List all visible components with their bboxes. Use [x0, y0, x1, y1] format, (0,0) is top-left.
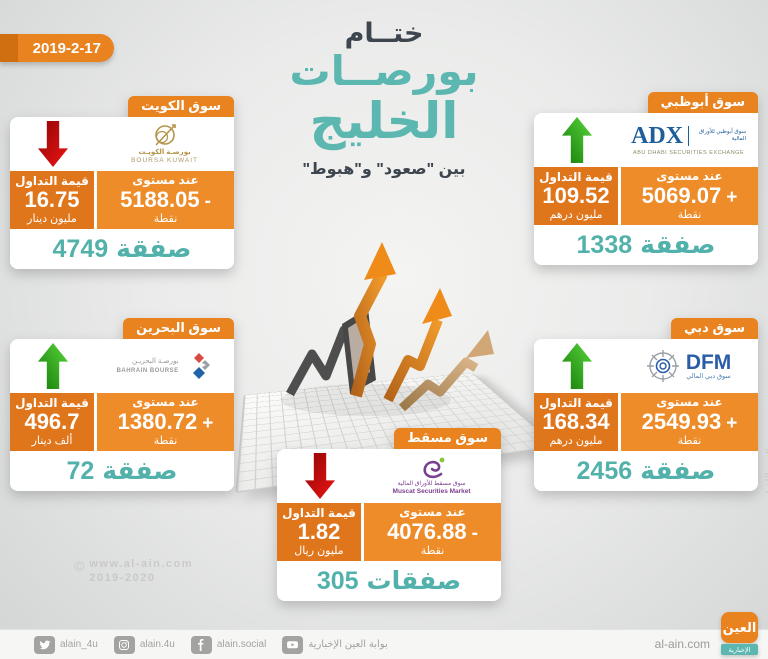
down-arrow-icon [37, 121, 68, 167]
level-block: عند مستوى 2549.93 + نقطة [620, 393, 758, 451]
trade-value: 109.52 [542, 183, 610, 209]
down-arrow-icon [304, 453, 335, 499]
up-arrow-icon [561, 117, 592, 163]
level-value: 5188.05 [120, 187, 200, 213]
social-facebook[interactable]: alain.social [190, 635, 266, 654]
level-value: 5069.07 [641, 183, 722, 209]
date-badge: 2019-2-17 [0, 34, 114, 62]
trade-value: 16.75 [24, 187, 80, 213]
title-subtitle: بين "صعود" و"هبوط" [302, 161, 466, 179]
level-block: عند مستوى 5069.07 + نقطة [620, 167, 758, 225]
date-text: 2019-2-17 [32, 39, 101, 57]
twitter-icon [34, 635, 55, 654]
value-block: قيمة التداول 168.34 مليون درهم [534, 393, 618, 451]
alain-logo-arabic: العين [721, 612, 758, 643]
value-block: قيمة التداول 16.75 مليون دينار [10, 171, 94, 229]
bahrain-bourse-logo: بورصـة البحريـن BAHRAIN BOURSE [95, 352, 234, 380]
trade-value: 168.34 [542, 409, 610, 435]
level-value: 4076.88 [387, 519, 467, 545]
trade-value-unit: مليون ريال [294, 544, 344, 557]
level-sign: + [726, 413, 738, 435]
level-block: عند مستوى 1380.72 + نقطة [96, 393, 234, 451]
msm-calligraphy-icon [423, 457, 444, 479]
trade-value: 1.82 [297, 519, 341, 545]
market-card-bahrain: سوق البحرين بورصـة البحريـن BAHRAIN BOUR… [10, 318, 234, 491]
deals-count: 305 صفقات [277, 561, 501, 601]
dfm-logo: DFM سوق دبي المالي [619, 349, 758, 383]
deals-count: 4749 صفقة [10, 229, 234, 269]
value-block: قيمة التداول 109.52 مليون درهم [534, 167, 618, 225]
level-sign: + [202, 413, 214, 435]
alain-logo-band: الإخبارية [721, 644, 758, 655]
market-card-kuwait: سوق الكويت بورصـة الكويـت BOURSA KUWAIT [10, 96, 234, 269]
youtube-icon [282, 635, 304, 654]
deals-count: 72 صفقة [10, 451, 234, 491]
market-card-muscat: سوق مسقط سوق مسقط للأوراق المالية Muscat… [277, 428, 501, 601]
level-block: عند مستوى 4076.88 - نقطة [363, 503, 501, 561]
market-card-dubai: سوق دبي [534, 318, 758, 491]
level-value: 2549.93 [641, 409, 722, 435]
bahrain-bourse-diamonds-icon [192, 353, 210, 379]
level-sign: - [471, 523, 478, 545]
market-name-tab: سوق البحرين [123, 318, 234, 339]
dfm-compass-icon [646, 350, 679, 382]
side-brand-text: العين الإخبارية [764, 448, 768, 507]
instagram-icon [113, 635, 135, 654]
trade-value-unit: ألف دينار [31, 434, 73, 447]
boursa-kuwait-logo: بورصـة الكويـت BOURSA KUWAIT [95, 123, 234, 165]
arrows-illustration [235, 232, 558, 494]
watermark: © www.al-ain.com 2019-2020 [74, 558, 194, 584]
social-twitter[interactable]: alain_4u [34, 635, 98, 654]
footer-bar: alain_4u alain.4u alain.social بوابة الع… [0, 629, 768, 659]
level-sign: - [204, 191, 211, 213]
level-sign: + [726, 187, 738, 209]
boursa-kuwait-emblem-icon [154, 124, 176, 146]
title-line-3: الخليج [309, 92, 459, 149]
market-name-tab: سوق الكويت [128, 96, 234, 117]
up-arrow-icon [561, 343, 592, 389]
trade-value-unit: مليون درهم [549, 208, 603, 221]
trade-value: 496.7 [24, 409, 80, 435]
value-block: قيمة التداول 1.82 مليون ريال [277, 503, 361, 561]
facebook-icon [190, 635, 212, 654]
market-name-tab: سوق مسقط [394, 428, 501, 449]
market-name-tab: سوق أبوظبي [647, 92, 758, 113]
copyright-icon: © [74, 558, 85, 574]
market-name-tab: سوق دبي [671, 318, 758, 339]
trade-value-unit: مليون درهم [549, 434, 603, 447]
social-youtube[interactable]: بوابة العين الإخبارية [282, 635, 388, 654]
title-line-2: بورصــات [289, 48, 479, 94]
level-value: 1380.72 [117, 409, 198, 435]
up-arrow-icon [37, 343, 68, 389]
rising-arrows-icon [281, 242, 494, 416]
deals-count: 2456 صفقة [534, 451, 758, 491]
msm-logo: سوق مسقط للأوراق المالية Muscat Securiti… [362, 456, 501, 495]
website-link[interactable]: al-ain.com [654, 637, 710, 651]
value-block: قيمة التداول 496.7 ألف دينار [10, 393, 94, 451]
social-instagram[interactable]: alain.4u [113, 635, 175, 654]
trade-value-unit: مليون دينار [27, 212, 77, 225]
deals-count: 1338 صفقة [534, 225, 758, 265]
market-card-abudhabi: سوق أبوظبي ADX سوق أبوظبي للأوراق المالي… [534, 92, 758, 265]
title-line-1: ختــام [344, 18, 424, 48]
level-block: عند مستوى 5188.05 - نقطة [96, 171, 234, 229]
alain-brand-logo[interactable]: العين الإخبارية [721, 612, 758, 655]
adx-logo: ADX سوق أبوظبي للأوراق المالية ABU DHABI… [631, 122, 747, 156]
main-title: ختــام بورصــات الخليج بين "صعود" و"هبوط… [252, 18, 516, 179]
